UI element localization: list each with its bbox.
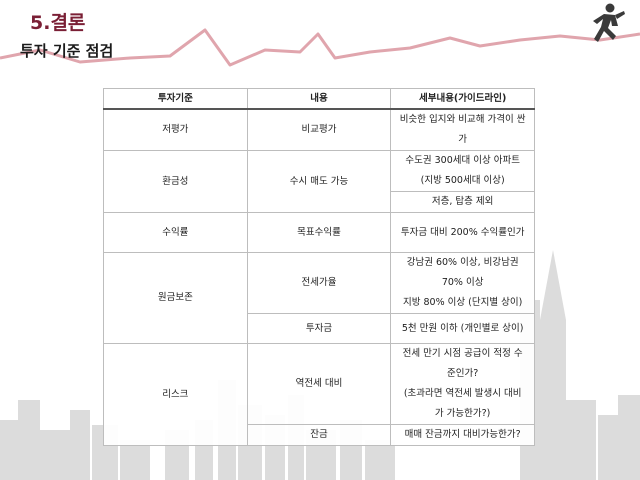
running-businessman-icon <box>593 3 625 42</box>
table-header-row: 투자기준 내용 세부내용(가이드라인) <box>103 88 535 110</box>
table-row: 투자금 5천 만원 이하 (개인별로 상이) <box>104 313 535 344</box>
detail-line: 지방 80% 이상 (단지별 상이) <box>403 297 523 308</box>
criterion-cell: 수익률 <box>103 212 248 253</box>
header-detail: 세부내용(가이드라인) <box>390 88 535 110</box>
criterion-cell: 원금보존 <box>103 252 248 344</box>
header-content: 내용 <box>246 88 392 110</box>
detail-line: 70% 이상 <box>441 277 484 288</box>
header-criterion: 투자기준 <box>103 88 248 110</box>
detail-cell: 저층, 탑층 제외 <box>390 191 535 213</box>
investment-criteria-table: 투자기준 내용 세부내용(가이드라인) 저평가 비교평가 비슷한 입지와 비교해… <box>103 88 535 446</box>
detail-line: 강남권 60% 이상, 비강남권 <box>406 257 519 268</box>
table-row: 리스크 역전세 대비 전세 만기 시점 공급이 적정 수 준인가? (초과라면 … <box>103 343 535 446</box>
detail-line: (초과라면 역전세 발생시 대비 <box>403 388 522 399</box>
detail-line: 수도권 300세대 이상 아파트 <box>405 155 520 166</box>
table-row: 원금보존 전세가율 강남권 60% 이상, 비강남권 70% 이상 지방 80%… <box>103 252 535 344</box>
detail-cell: 투자금 대비 200% 수익률인가 <box>390 212 535 253</box>
content-cell: 수시 매도 가능 <box>246 150 392 213</box>
content-cell: 투자금 <box>246 313 392 344</box>
detail-cell: 전세 만기 시점 공급이 적정 수 준인가? (초과라면 역전세 발생시 대비 … <box>390 343 535 425</box>
criterion-cell: 환금성 <box>103 150 248 213</box>
content-cell: 목표수익률 <box>246 212 392 253</box>
detail-line: 전세 만기 시점 공급이 적정 수 <box>402 348 523 359</box>
criterion-cell: 저평가 <box>103 108 248 151</box>
table-row: 잔금 매매 잔금까지 대비가능한가? <box>104 424 535 446</box>
table-row: 환금성 수시 매도 가능 수도권 300세대 이상 아파트 (지방 500세대 … <box>103 150 535 213</box>
table-row: 저평가 비교평가 비슷한 입지와 비교해 가격이 싼 가 <box>103 108 535 151</box>
detail-line: 가 가능한가?) <box>434 408 491 419</box>
detail-line: 비슷한 입지와 비교해 가격이 싼 <box>399 114 526 125</box>
detail-cell: 비슷한 입지와 비교해 가격이 싼 가 <box>390 108 535 151</box>
table-row: 수익률 목표수익률 투자금 대비 200% 수익률인가 <box>103 212 535 253</box>
detail-cell: 수도권 300세대 이상 아파트 (지방 500세대 이상) <box>390 150 535 192</box>
content-cell: 잔금 <box>246 424 392 446</box>
decorative-trend-line <box>0 28 640 67</box>
content-cell: 전세가율 <box>246 252 392 314</box>
detail-cell: 매매 잔금까지 대비가능한가? <box>390 424 535 446</box>
detail-line: (지방 500세대 이상) <box>420 175 505 186</box>
detail-cell: 강남권 60% 이상, 비강남권 70% 이상 지방 80% 이상 (단지별 상… <box>390 252 535 314</box>
detail-line: 가 <box>458 134 468 145</box>
content-cell: 역전세 대비 <box>246 343 392 425</box>
content-cell: 비교평가 <box>246 108 392 151</box>
page-subtitle: 투자 기준 점검 <box>20 42 114 60</box>
criterion-cell: 리스크 <box>103 343 248 446</box>
section-title: 5.결론 <box>30 12 86 34</box>
detail-line: 준인가? <box>447 368 479 379</box>
detail-cell: 5천 만원 이하 (개인별로 상이) <box>390 313 535 344</box>
